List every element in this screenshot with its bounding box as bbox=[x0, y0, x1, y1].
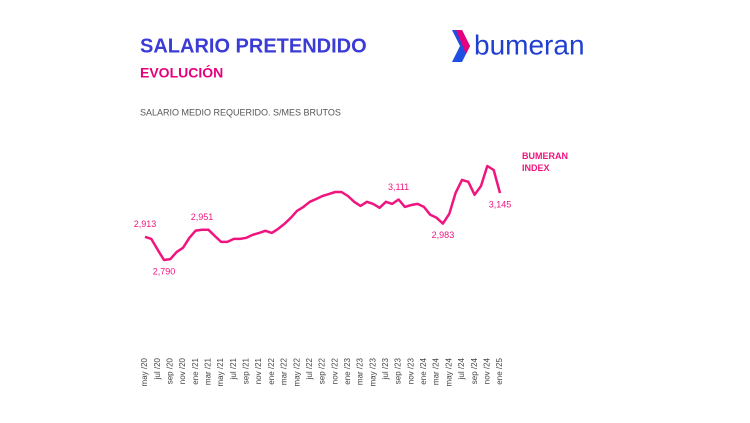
x-tick-label: mar /22 bbox=[280, 357, 289, 385]
logo-mark-accent bbox=[456, 30, 470, 54]
axis-label: SALARIO MEDIO REQUERIDO. S/MES BRUTOS bbox=[140, 107, 341, 117]
x-tick-label: sep /24 bbox=[470, 357, 479, 384]
x-tick-label: sep /20 bbox=[165, 357, 174, 384]
x-tick-label: may /22 bbox=[292, 357, 301, 386]
x-tick-label: jul /24 bbox=[457, 357, 466, 380]
x-tick-label: may /23 bbox=[368, 357, 377, 386]
data-label: 3,111 bbox=[388, 182, 409, 192]
data-label: 2,983 bbox=[432, 230, 455, 240]
x-tick-label: may /21 bbox=[216, 357, 225, 386]
x-tick-label: nov /24 bbox=[482, 357, 491, 384]
data-label: 3,145 bbox=[489, 200, 512, 210]
x-tick-label: sep /21 bbox=[242, 357, 251, 384]
x-tick-label: jul /21 bbox=[229, 357, 238, 380]
x-tick-label: nov /23 bbox=[406, 357, 415, 384]
x-tick-label: jul /23 bbox=[381, 357, 390, 380]
data-label: 2,790 bbox=[153, 266, 176, 276]
chart-subtitle: EVOLUCIÓN bbox=[140, 64, 223, 81]
x-tick-label: mar /24 bbox=[432, 357, 441, 385]
x-tick-label: ene /24 bbox=[419, 357, 428, 384]
data-label: 2,913 bbox=[134, 219, 157, 229]
logo: bumeran bbox=[452, 29, 585, 62]
x-tick-label: jul /20 bbox=[153, 357, 162, 380]
x-tick-label: nov /20 bbox=[178, 357, 187, 384]
line bbox=[144, 164, 502, 262]
chart-title: SALARIO PRETENDIDO bbox=[140, 35, 367, 57]
x-tick-label: sep /22 bbox=[318, 357, 327, 384]
x-tick-label: ene /22 bbox=[267, 357, 276, 384]
x-tick-label: sep /23 bbox=[394, 357, 403, 384]
x-tick-label: ene /23 bbox=[343, 357, 352, 384]
x-tick-label: may /20 bbox=[140, 357, 149, 386]
x-tick-label: mar /21 bbox=[204, 357, 213, 385]
x-tick-label: mar /23 bbox=[356, 357, 365, 385]
x-tick-label: nov /22 bbox=[330, 357, 339, 384]
data-label: 2,951 bbox=[191, 212, 214, 222]
logo-text: bumeran bbox=[474, 29, 585, 60]
x-tick-label: ene /25 bbox=[495, 357, 504, 384]
x-tick-label: ene /21 bbox=[191, 357, 200, 384]
legend-label: BUMERAN INDEX bbox=[522, 151, 568, 173]
x-tick-label: may /24 bbox=[444, 357, 453, 386]
x-tick-label: jul /22 bbox=[305, 357, 314, 380]
x-tick-label: nov /21 bbox=[254, 357, 263, 384]
